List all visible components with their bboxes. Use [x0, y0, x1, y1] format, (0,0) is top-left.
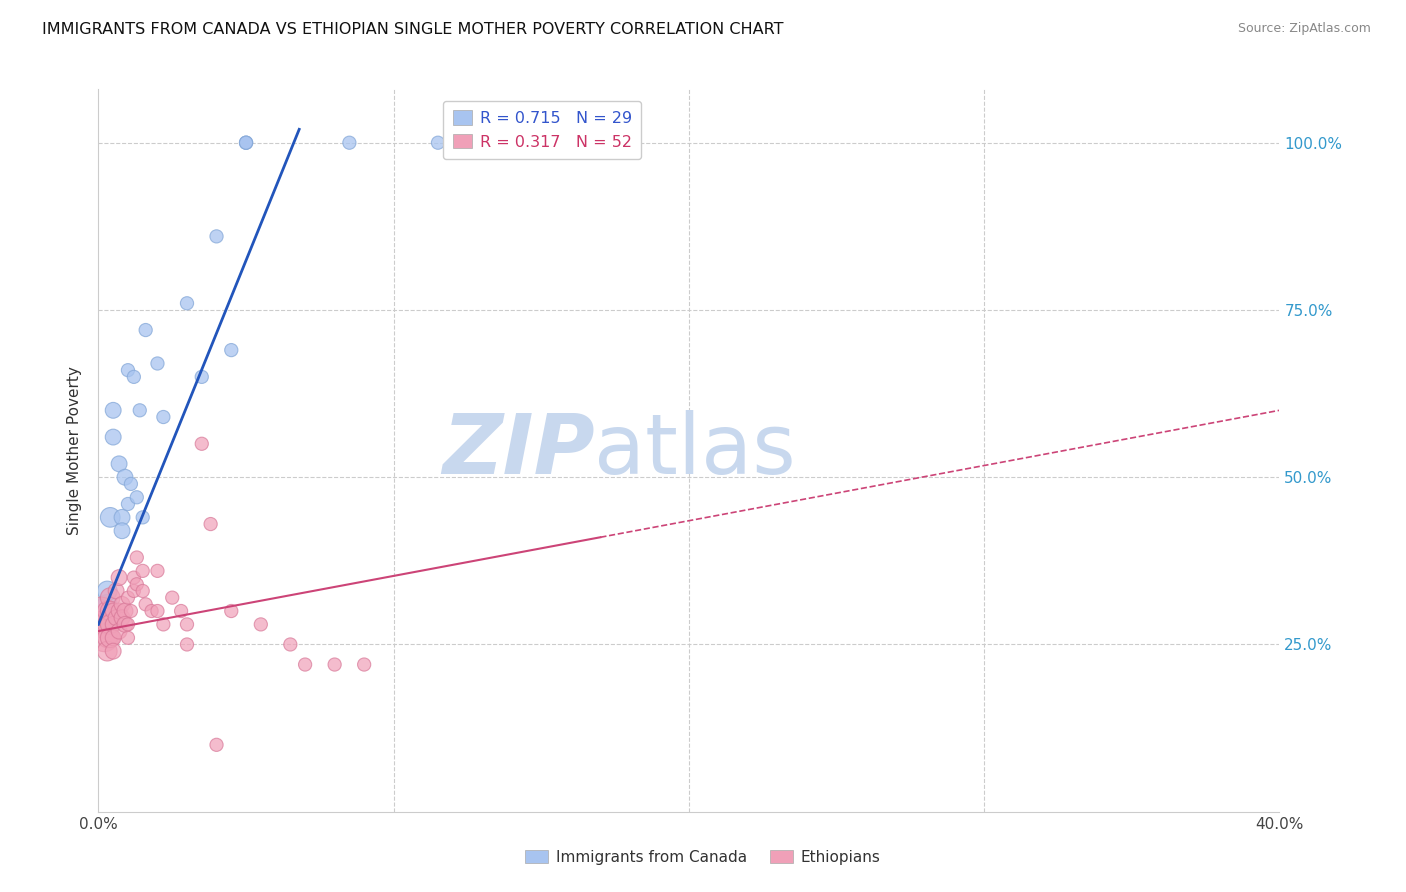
Point [90, 604, 112, 618]
Point [105, 611, 128, 625]
Point [135, 598, 157, 612]
Point [128, 403, 150, 417]
Point [170, 604, 193, 618]
Point [111, 598, 134, 612]
Point [122, 571, 145, 585]
Point [353, 657, 375, 672]
Text: atlas: atlas [595, 410, 796, 491]
Point [103, 403, 125, 417]
Point [96, 584, 118, 599]
Point [339, 136, 361, 150]
Point [98, 604, 121, 618]
Point [114, 604, 136, 618]
Point [191, 369, 214, 384]
Point [103, 617, 125, 632]
Point [93, 617, 115, 632]
Point [114, 617, 136, 632]
Point [250, 617, 273, 632]
Point [235, 136, 257, 150]
Point [235, 136, 257, 150]
Point [111, 524, 134, 538]
Point [221, 343, 243, 358]
Point [108, 604, 131, 618]
Point [205, 229, 228, 244]
Text: ZIP: ZIP [441, 410, 595, 491]
Point [132, 510, 155, 524]
Point [176, 617, 198, 632]
Point [132, 564, 155, 578]
Point [117, 363, 139, 377]
Point [176, 296, 198, 310]
Point [427, 136, 450, 150]
Point [141, 604, 163, 618]
Point [135, 323, 157, 337]
Point [205, 738, 228, 752]
Point [98, 617, 121, 632]
Legend: Immigrants from Canada, Ethiopians: Immigrants from Canada, Ethiopians [519, 844, 887, 871]
Point [221, 604, 243, 618]
Point [162, 591, 183, 605]
Point [117, 591, 139, 605]
Point [93, 631, 115, 645]
Point [176, 637, 198, 651]
Point [98, 631, 121, 645]
Point [96, 644, 118, 658]
Point [125, 577, 148, 591]
Point [200, 517, 222, 532]
Legend: R = 0.715   N = 29, R = 0.317   N = 52: R = 0.715 N = 29, R = 0.317 N = 52 [443, 101, 641, 159]
Point [96, 631, 118, 645]
Point [103, 604, 125, 618]
Point [294, 657, 316, 672]
Point [191, 436, 214, 450]
Point [111, 510, 134, 524]
Point [117, 497, 139, 511]
Point [235, 136, 257, 150]
Point [132, 584, 155, 599]
Point [280, 637, 302, 651]
Point [111, 611, 134, 625]
Text: IMMIGRANTS FROM CANADA VS ETHIOPIAN SINGLE MOTHER POVERTY CORRELATION CHART: IMMIGRANTS FROM CANADA VS ETHIOPIAN SING… [42, 22, 783, 37]
Point [114, 470, 136, 484]
Point [96, 598, 118, 612]
Point [125, 550, 148, 565]
Point [108, 624, 131, 639]
Point [323, 657, 346, 672]
Point [96, 617, 118, 632]
Point [108, 457, 131, 471]
Point [152, 617, 174, 632]
Point [146, 356, 169, 371]
Point [96, 611, 118, 625]
Point [108, 571, 131, 585]
Point [103, 631, 125, 645]
Point [103, 430, 125, 444]
Point [122, 369, 145, 384]
Point [98, 591, 121, 605]
Text: Source: ZipAtlas.com: Source: ZipAtlas.com [1237, 22, 1371, 36]
Point [146, 564, 169, 578]
Point [105, 584, 128, 599]
Point [125, 491, 148, 505]
Point [98, 510, 121, 524]
Point [117, 631, 139, 645]
Point [117, 617, 139, 632]
Point [122, 584, 145, 599]
Point [146, 604, 169, 618]
Point [120, 476, 142, 491]
Point [103, 644, 125, 658]
Point [120, 604, 142, 618]
Y-axis label: Single Mother Poverty: Single Mother Poverty [67, 366, 83, 535]
Point [96, 604, 118, 618]
Point [152, 410, 174, 425]
